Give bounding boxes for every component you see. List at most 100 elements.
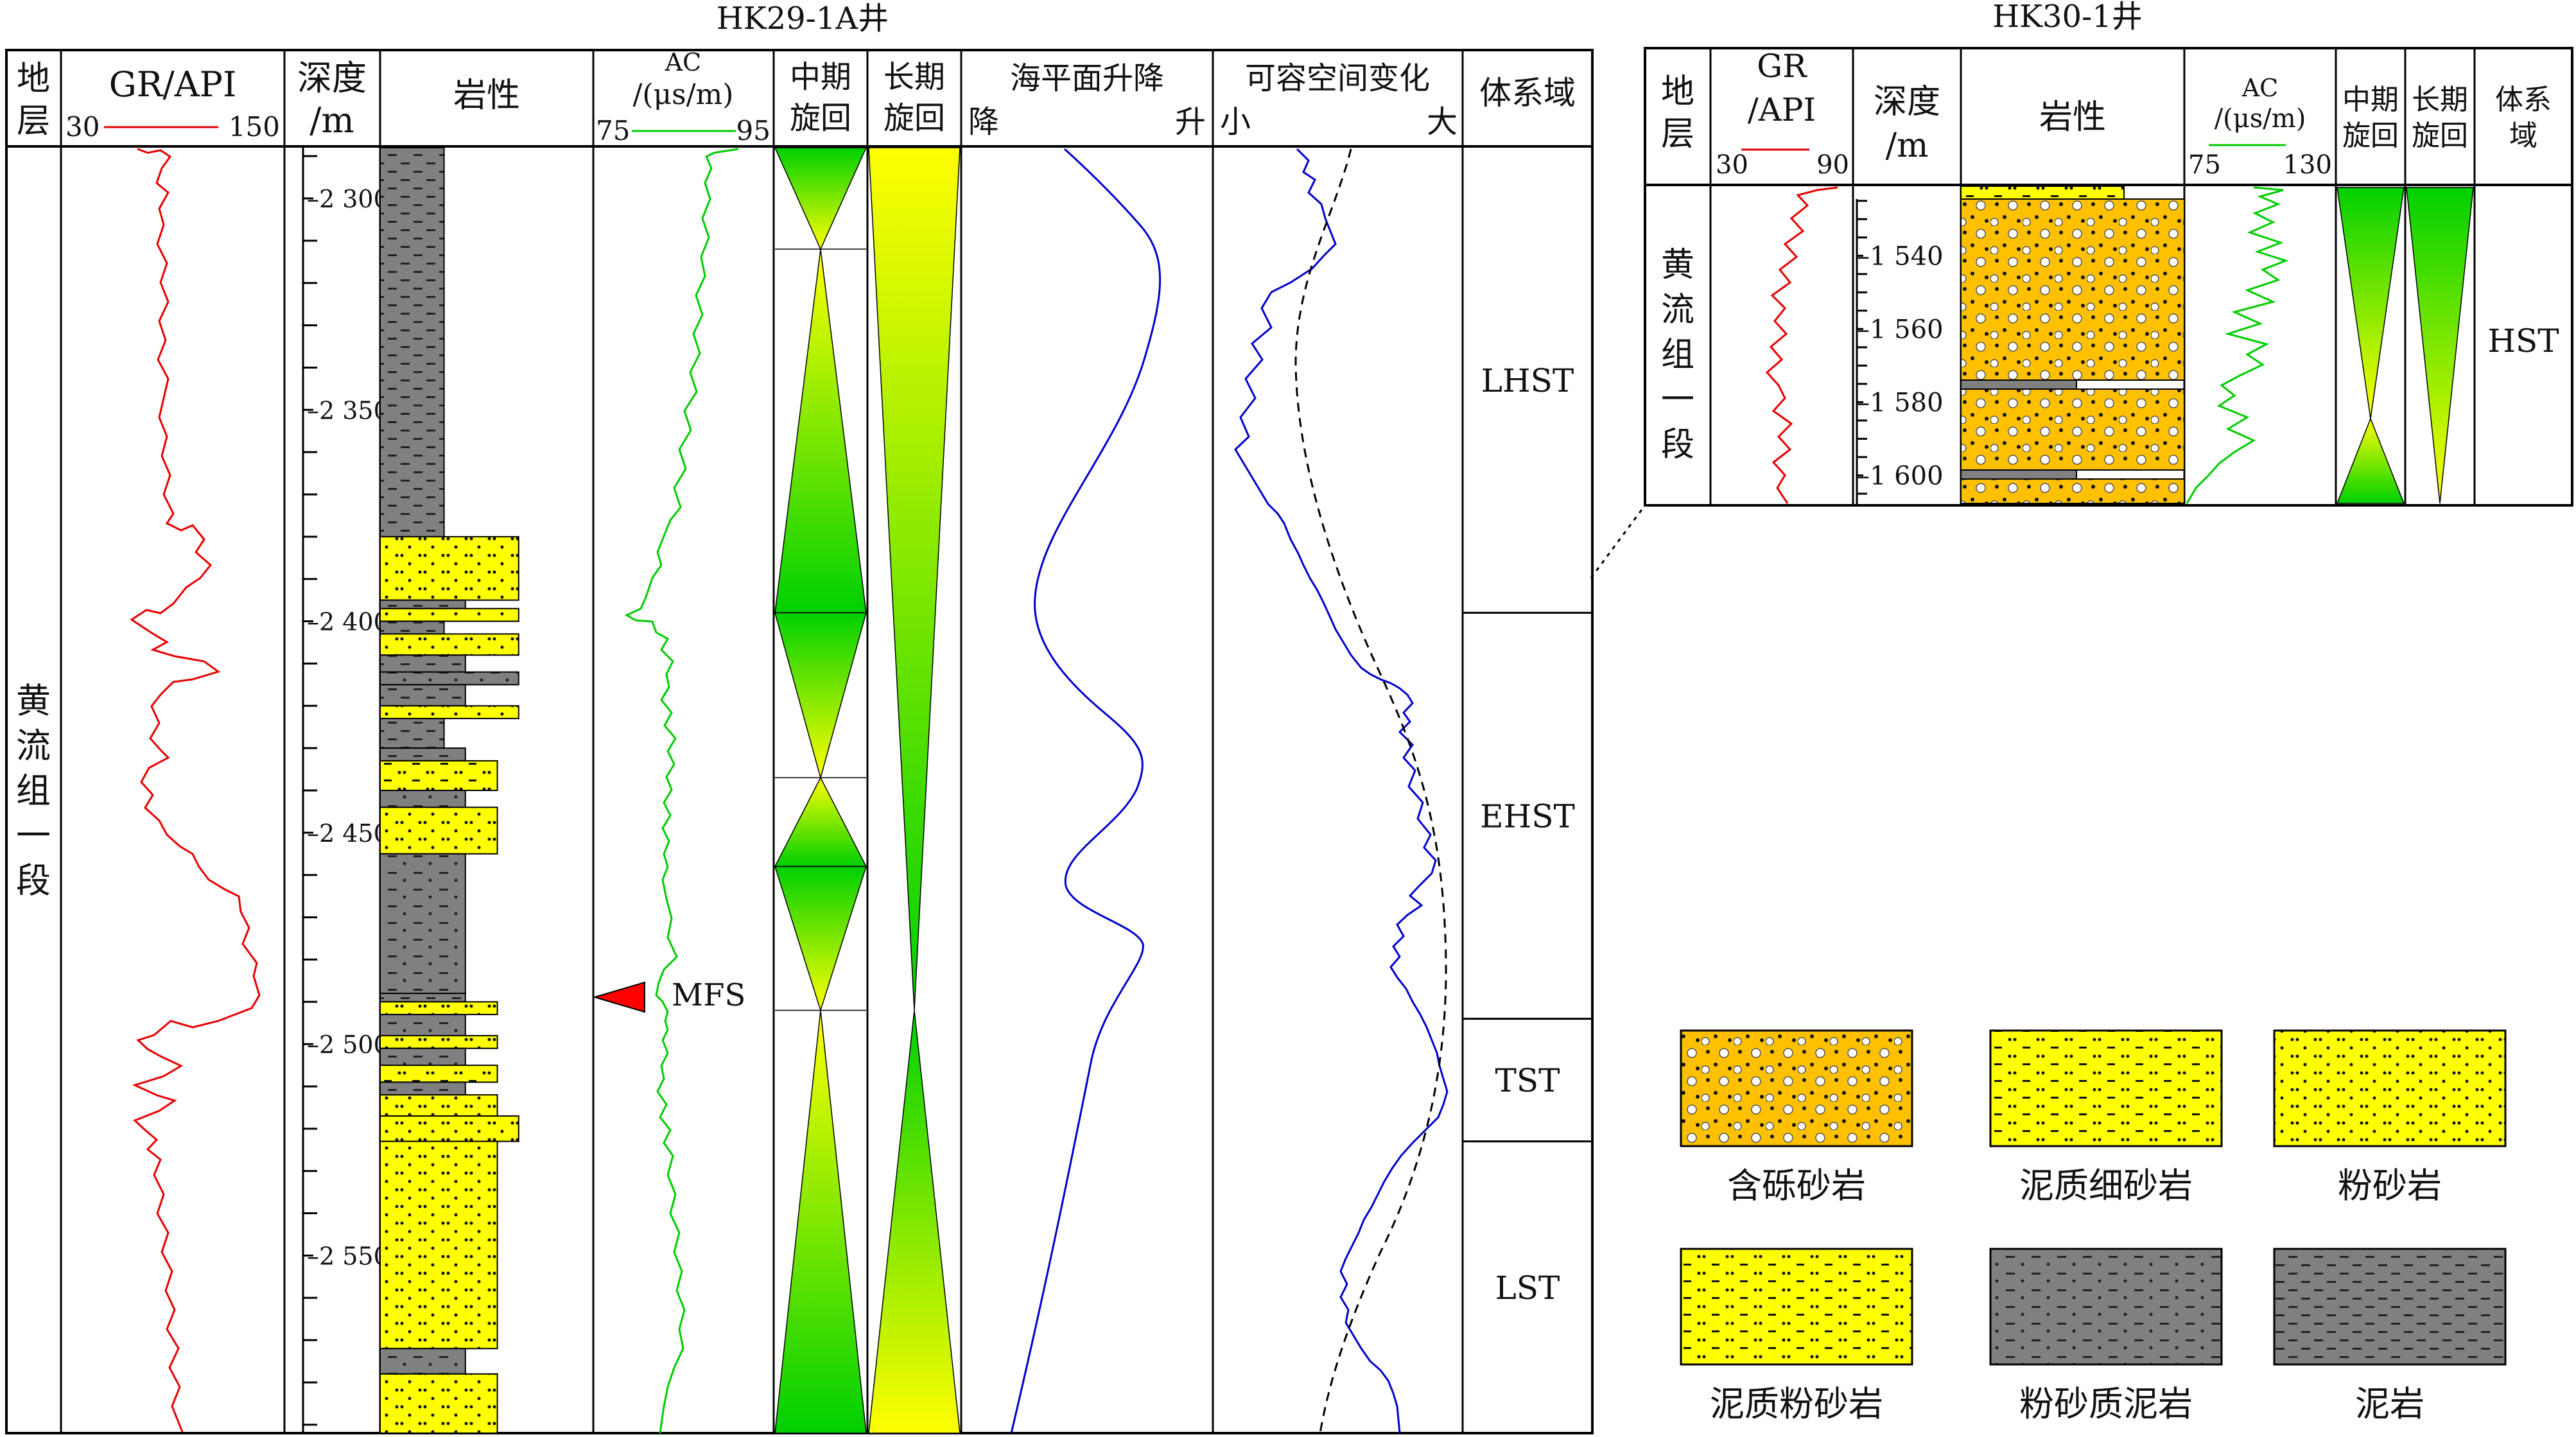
right-lithology-column	[1960, 186, 2185, 504]
lithology-bed-silty_mudstone	[379, 747, 466, 762]
accommodation-dashed-curve	[1294, 148, 1447, 1434]
svg-text:组: 组	[1661, 336, 1694, 374]
left-lithology-column	[379, 147, 519, 1434]
right-panel-frame	[1644, 47, 2573, 507]
r-header-gr-min: 30	[1716, 150, 1748, 180]
r-header-depth-unit: /m	[1886, 126, 1929, 165]
header-mid-cycle-l2: 旋回	[790, 100, 851, 136]
lithology-bed-mudstone	[379, 147, 445, 537]
header-gr-max: 150	[229, 111, 280, 143]
mid-cycle-segment	[774, 612, 867, 780]
lithology-bed-siltstone	[379, 1115, 519, 1142]
header-ac-unit: /(μs/m)	[633, 78, 734, 111]
lithology-bed-mudstone	[379, 718, 445, 749]
header-ac-min: 75	[596, 115, 630, 146]
header-gr-min: 30	[65, 111, 100, 143]
lithology-bed-silty_mudstone	[379, 671, 519, 686]
lithology-bed-siltstone	[379, 806, 498, 855]
lithology-bed-siltstone	[379, 633, 519, 656]
r-lith-bed-1	[1960, 198, 2185, 381]
depth-tick-label: –2 350	[307, 396, 389, 424]
legend-swatch-pebbly_sandstone	[1680, 1029, 1913, 1147]
lithology-bed-mudstone	[379, 620, 445, 635]
r-header-gr: GR	[1757, 48, 1807, 85]
r-header-long-cycle-l2: 旋回	[2412, 119, 2468, 152]
lithology-bed-argillaceous_siltstone	[379, 760, 498, 792]
r-mid-cycle-down	[2337, 187, 2405, 419]
lithology-bed-silty_mudstone	[379, 1081, 466, 1096]
depth-tick-label: –2 300	[307, 185, 389, 213]
r-depth-tick-label: –1 540	[1857, 241, 1944, 271]
lithology-bed-silty_mudstone	[379, 1014, 466, 1036]
r-lith-mud-2	[1960, 469, 2077, 480]
r-long-cycle-down	[2406, 187, 2474, 504]
header-accommodation: 可容空间变化	[1245, 60, 1430, 96]
header-strata-l2: 层	[17, 102, 50, 141]
right-long-cycle-column	[2406, 187, 2474, 504]
right-well-panel: HK30-1井 地 层 GR /API 30 90 深度 /m 岩性 AC /(…	[1644, 0, 2573, 507]
r-mid-cycle-up	[2336, 417, 2405, 504]
systems-tract-label: EHST	[1480, 798, 1575, 835]
legend-swatch-siltstone	[2273, 1029, 2507, 1147]
right-headers: 地 层 GR /API 30 90 深度 /m 岩性 AC /(μs/m) 75…	[1661, 48, 2552, 180]
mfs-marker: MFS	[592, 977, 745, 1013]
header-depth: 深度	[297, 58, 367, 98]
header-depth-unit: /m	[309, 100, 354, 141]
legend-label: 含砾砂岩	[1727, 1165, 1866, 1206]
r-header-lithology: 岩性	[2039, 98, 2106, 137]
mid-cycle-column	[774, 147, 867, 1434]
svg-text:黄: 黄	[1661, 246, 1694, 284]
lithology-bed-siltstone	[379, 705, 519, 720]
legend-label: 泥质粉砂岩	[1710, 1384, 1883, 1424]
left-column-separators	[60, 50, 1464, 1433]
gr-curve	[130, 148, 261, 1433]
r-header-strata-l1: 地	[1661, 73, 1694, 111]
r-header-gr-unit: /API	[1748, 91, 1816, 128]
r-header-long-cycle-l1: 长期	[2412, 83, 2468, 116]
r-systems-tract-label: HST	[2487, 322, 2559, 360]
mfs-label: MFS	[672, 977, 745, 1013]
r-depth-tick-label: –1 580	[1857, 388, 1944, 417]
r-header-ac: AC	[2241, 74, 2279, 102]
r-ac-curve	[2186, 186, 2289, 504]
r-lith-top-strip	[1960, 186, 2125, 200]
right-depth-scale: –1 540 –1 560 –1 580 –1 600	[1856, 199, 1944, 505]
r-lith-bed-2	[1960, 388, 2185, 471]
svg-text:段: 段	[16, 860, 51, 901]
right-panel-title: HK30-1井	[1992, 0, 2143, 35]
mid-cycle-segment	[774, 1010, 867, 1434]
header-long-cycle-l1: 长期	[883, 59, 945, 95]
legend-label: 粉砂岩	[2338, 1165, 2442, 1206]
lithology-bed-siltstone	[379, 536, 519, 601]
header-acc-small: 小	[1220, 104, 1251, 140]
header-systems-tract: 体系域	[1479, 74, 1576, 112]
header-sea-level: 海平面升降	[1010, 60, 1164, 96]
r-depth-tick-label: –1 600	[1857, 461, 1944, 491]
header-lithology: 岩性	[453, 76, 520, 115]
r-gr-curve	[1765, 186, 1838, 504]
r-header-mid-cycle-l2: 旋回	[2342, 119, 2399, 152]
lithology-bed-siltstone	[379, 1140, 498, 1350]
lithology-bed-silty_mudstone	[379, 853, 466, 995]
header-sea-rise: 升	[1175, 104, 1206, 140]
mid-cycle-segment	[774, 147, 867, 250]
header-acc-large: 大	[1427, 104, 1458, 140]
r-header-depth: 深度	[1874, 83, 1940, 121]
mid-cycle-segment	[774, 866, 867, 1012]
systems-tract-label: LST	[1495, 1269, 1560, 1307]
lithology-bed-siltstone	[379, 1001, 498, 1016]
header-sea-fall: 降	[968, 104, 999, 140]
svg-text:流: 流	[1661, 291, 1694, 329]
lithology-bed-silty_mudstone	[379, 1047, 466, 1067]
legend-label: 粉砂质泥岩	[2019, 1384, 2193, 1424]
r-header-mid-cycle-l1: 中期	[2342, 83, 2399, 116]
svg-text:组: 组	[16, 771, 51, 811]
legend-label: 泥岩	[2355, 1384, 2424, 1424]
lithology-bed-argillaceous_siltstone	[379, 1065, 498, 1083]
r-header-systems-l1: 体系	[2495, 83, 2552, 116]
left-formation-label: 黄 流 组 一 段	[16, 681, 51, 901]
systems-tract-label: LHST	[1481, 362, 1574, 399]
lithology-bed-silty_mudstone	[379, 790, 466, 808]
long-cycle-column	[868, 147, 961, 1434]
